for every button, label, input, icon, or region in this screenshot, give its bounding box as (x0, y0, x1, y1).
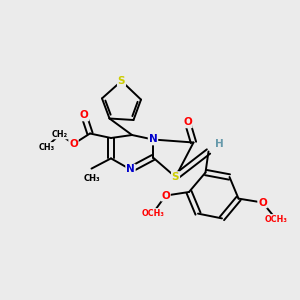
Text: S: S (118, 76, 125, 86)
Text: O: O (183, 117, 192, 128)
Text: CH₃: CH₃ (83, 174, 100, 183)
Text: S: S (172, 172, 179, 182)
Text: CH₂: CH₂ (52, 130, 68, 139)
Text: O: O (161, 190, 170, 201)
Text: N: N (148, 134, 158, 145)
Text: OCH₃: OCH₃ (265, 214, 287, 224)
Text: O: O (69, 139, 78, 149)
Text: O: O (258, 197, 267, 208)
Text: H: H (214, 139, 224, 149)
Text: CH₃: CH₃ (38, 142, 55, 152)
Text: O: O (80, 110, 88, 121)
Text: N: N (126, 164, 135, 175)
Text: H: H (214, 139, 224, 149)
Text: OCH₃: OCH₃ (142, 208, 164, 217)
